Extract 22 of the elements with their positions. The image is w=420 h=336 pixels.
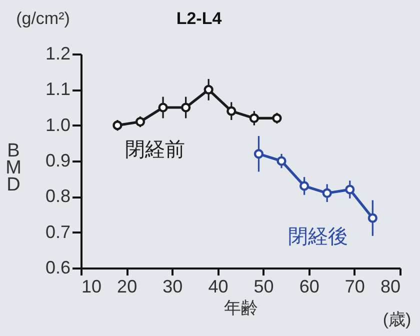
- chart-title: L2-L4: [176, 9, 222, 28]
- y-tick-label: 1.2: [45, 44, 70, 64]
- text: (g/cm²): [16, 9, 70, 28]
- text: (歳): [382, 310, 412, 329]
- x-tick-label: 20: [117, 276, 138, 296]
- y-tick-label: 0.7: [45, 222, 70, 242]
- x-tick-label: 80: [380, 276, 400, 296]
- y-tick-label: 0.6: [45, 258, 70, 278]
- series-label: 閉経後: [288, 226, 348, 248]
- x-tick-label: 30: [162, 276, 183, 296]
- x-axis-title: 年齢: [224, 298, 258, 318]
- y-tick-label: 0.8: [45, 186, 70, 206]
- series-label: 閉経前: [125, 139, 185, 161]
- y-tick-label: 0.9: [45, 150, 70, 170]
- y-tick-label: 1.1: [45, 79, 70, 100]
- x-tick-label: 40: [208, 276, 228, 296]
- y-tick-label: 1.0: [45, 114, 70, 135]
- x-tick-label: 70: [344, 276, 365, 296]
- y-axis-title: BMD: [6, 140, 22, 196]
- x-tick-label: 10: [82, 276, 102, 296]
- x-tick-label: 60: [299, 276, 320, 296]
- x-tick-label: 50: [254, 276, 274, 296]
